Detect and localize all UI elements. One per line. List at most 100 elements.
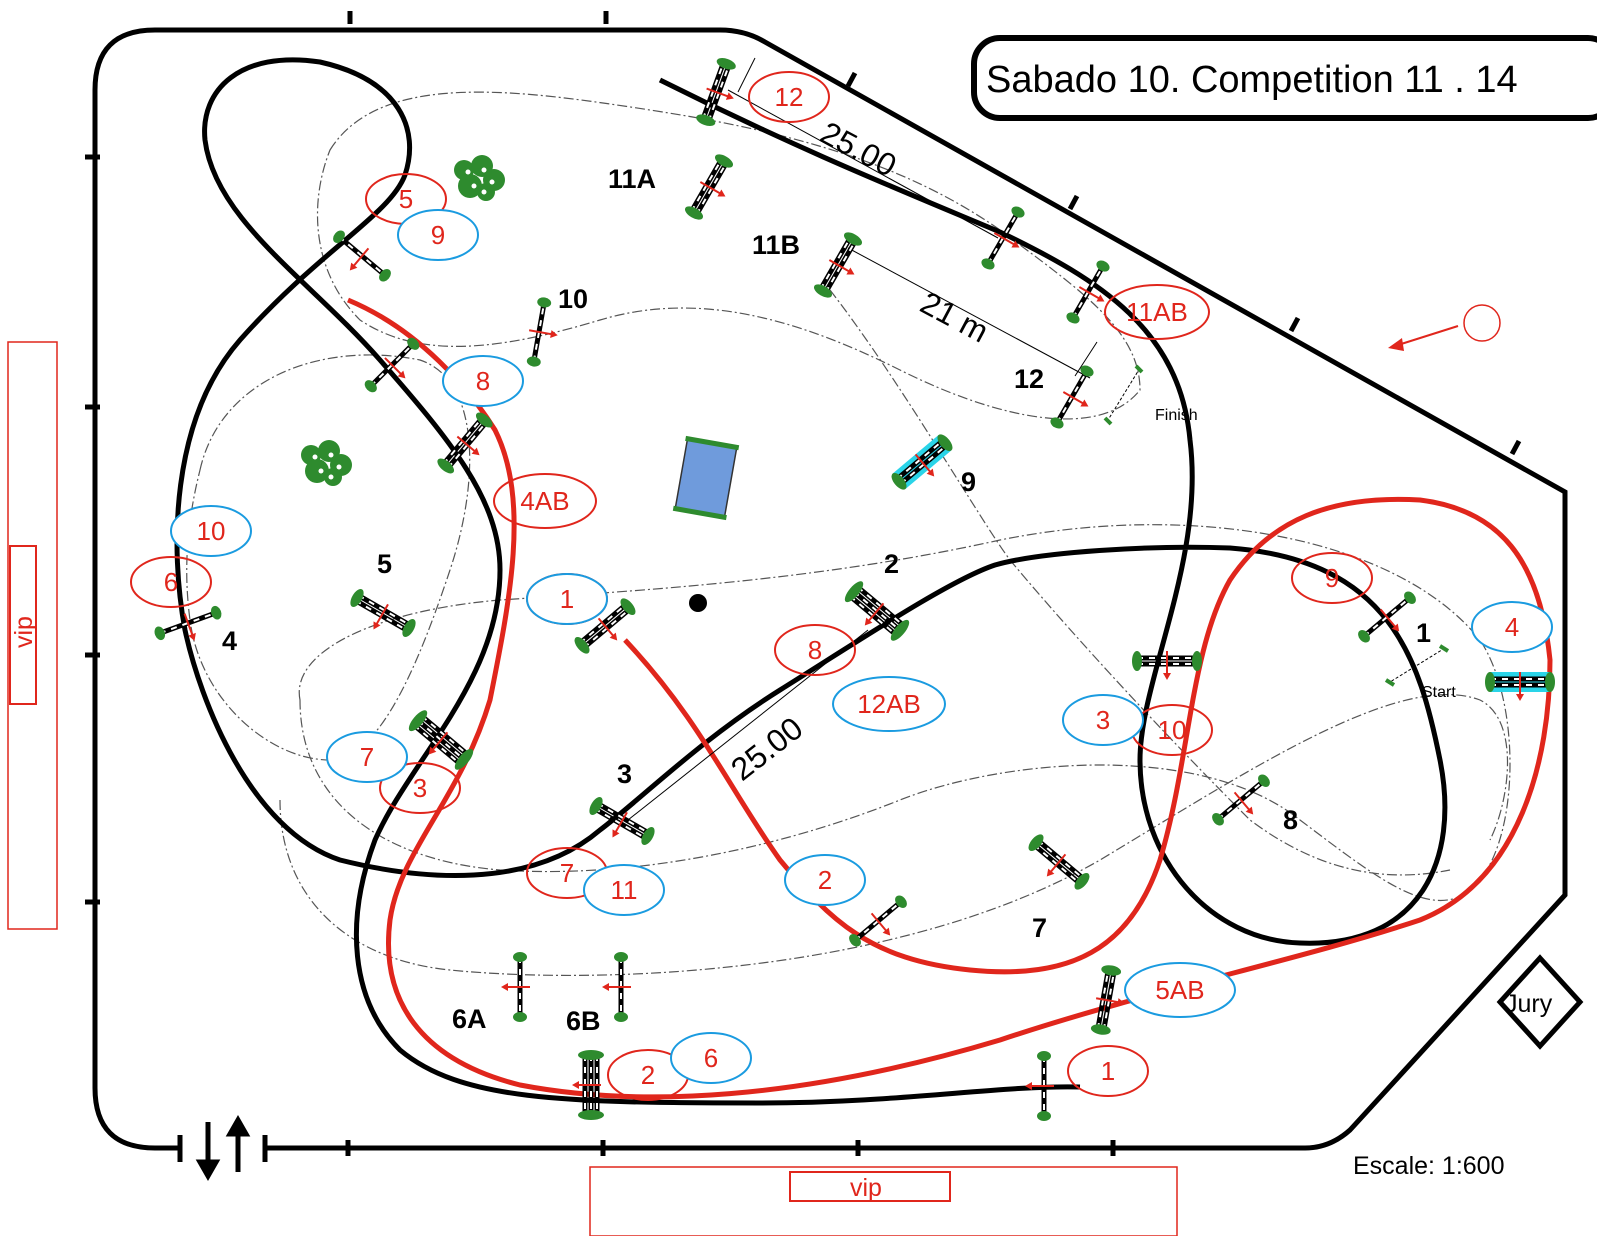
svg-text:1: 1 bbox=[560, 584, 574, 614]
red-circle-marker: 6 bbox=[130, 556, 212, 608]
obstacle-jump bbox=[849, 895, 907, 947]
obstacle-jump bbox=[333, 230, 391, 282]
svg-text:3: 3 bbox=[413, 773, 427, 803]
blue-circle-marker: 1 bbox=[526, 573, 608, 625]
obstacle-jump bbox=[891, 434, 953, 490]
obstacle-jump bbox=[1050, 365, 1094, 429]
obstacle-jump bbox=[1485, 672, 1555, 701]
obstacle-jump bbox=[364, 337, 420, 393]
title-box bbox=[971, 35, 1597, 121]
svg-text:10: 10 bbox=[197, 516, 226, 546]
obstacle-number: 6B bbox=[566, 1006, 601, 1036]
obstacle-number: 12 bbox=[1014, 364, 1044, 394]
obstacle-number: 10 bbox=[558, 284, 588, 314]
obstacles bbox=[154, 57, 1555, 1121]
svg-text:10: 10 bbox=[1158, 715, 1187, 745]
obstacle-number: 11A bbox=[608, 164, 656, 194]
finish-flags bbox=[1103, 364, 1144, 426]
distance-lines bbox=[627, 57, 1098, 821]
obstacle-number: 7 bbox=[1032, 913, 1047, 943]
obstacle-jump bbox=[1028, 834, 1090, 890]
vip-label-box-bottom bbox=[789, 1171, 951, 1202]
obstacle-jump bbox=[1090, 965, 1125, 1035]
svg-text:5: 5 bbox=[399, 184, 413, 214]
obstacle-jump bbox=[350, 588, 416, 638]
vip-label-left: vip bbox=[10, 616, 38, 648]
svg-text:2: 2 bbox=[818, 865, 832, 895]
water-pool bbox=[672, 435, 740, 521]
compass-arrow-head bbox=[1388, 338, 1404, 351]
svg-text:8: 8 bbox=[808, 635, 822, 665]
blue-circle-marker: 11 bbox=[583, 864, 665, 916]
scale-label: Escale: 1:600 bbox=[1353, 1152, 1505, 1180]
centre-point bbox=[689, 594, 707, 612]
obstacle-jump bbox=[501, 952, 530, 1022]
blue-circle-marker: 4 bbox=[1471, 601, 1553, 653]
finish-label: Finish bbox=[1155, 407, 1198, 424]
obstacle-number: 4 bbox=[222, 626, 237, 656]
obstacle-number: 8 bbox=[1283, 805, 1298, 835]
blue-circle-marker: 3 bbox=[1062, 694, 1144, 746]
svg-text:2: 2 bbox=[641, 1060, 655, 1090]
course-line-red bbox=[347, 297, 1553, 1100]
obstacle-jump bbox=[1132, 651, 1202, 680]
red-circle-marker: 8 bbox=[774, 624, 856, 676]
svg-text:11AB: 11AB bbox=[1126, 297, 1188, 327]
obstacle-jump bbox=[696, 57, 736, 127]
red-circle-marker: 12 bbox=[748, 71, 830, 123]
obstacle-jump bbox=[574, 598, 636, 654]
shrub-icon bbox=[301, 440, 352, 486]
blue-circle-marker: 9 bbox=[397, 209, 479, 261]
svg-text:1: 1 bbox=[1101, 1056, 1115, 1086]
shrub-icon bbox=[454, 155, 505, 201]
blue-circle-marker: 2 bbox=[784, 854, 866, 906]
red-circle-marker: 4AB bbox=[493, 473, 597, 529]
svg-text:7: 7 bbox=[360, 742, 374, 772]
svg-text:6: 6 bbox=[704, 1043, 718, 1073]
obstacle-jump bbox=[154, 605, 222, 641]
blue-circle-marker: 8 bbox=[442, 355, 524, 407]
svg-text:12AB: 12AB bbox=[857, 689, 921, 719]
blue-circle-marker: 5AB bbox=[1124, 962, 1236, 1018]
svg-text:12: 12 bbox=[775, 82, 804, 112]
obstacle-jump bbox=[1212, 774, 1270, 826]
jury-box bbox=[1496, 954, 1584, 1050]
svg-text:4: 4 bbox=[1505, 612, 1519, 642]
vip-label-box-left bbox=[9, 545, 37, 705]
blue-circle-marker: 7 bbox=[326, 731, 408, 783]
course-line-black bbox=[174, 57, 1448, 1106]
svg-text:6: 6 bbox=[164, 567, 178, 597]
obstacle-jump bbox=[437, 412, 493, 474]
obstacle-jump bbox=[1358, 591, 1416, 643]
obstacle-number: 3 bbox=[617, 759, 632, 789]
obstacle-jump bbox=[526, 297, 558, 367]
obstacle-jump bbox=[684, 154, 734, 220]
red-circle-marker: 9 bbox=[1291, 552, 1373, 604]
vip-area-bottom bbox=[589, 1166, 1178, 1236]
obstacle-jump bbox=[844, 581, 910, 641]
obstacle-jump bbox=[572, 1050, 604, 1120]
page-title: Sabado 10. Competition 11 . 14 bbox=[986, 59, 1518, 101]
fence-ticks bbox=[85, 11, 1522, 1162]
svg-text:5AB: 5AB bbox=[1155, 975, 1204, 1005]
blue-circle-marker: 12AB bbox=[832, 676, 946, 732]
vip-area-left bbox=[7, 341, 58, 930]
svg-text:9: 9 bbox=[1325, 563, 1339, 593]
obstacle-number: 5 bbox=[377, 549, 392, 579]
obstacle-jump bbox=[602, 952, 631, 1022]
red-circle-marker: 1 bbox=[1067, 1045, 1149, 1097]
obstacle-number: 2 bbox=[884, 549, 899, 579]
obstacle-jump bbox=[981, 206, 1025, 270]
compass-circle bbox=[1463, 304, 1501, 342]
svg-text:7: 7 bbox=[560, 858, 574, 888]
obstacle-number: 6A bbox=[452, 1004, 487, 1034]
obstacle-number: 9 bbox=[961, 467, 976, 497]
obstacle-jump bbox=[589, 796, 655, 846]
svg-text:11: 11 bbox=[611, 875, 638, 905]
distance-label: 21 m bbox=[915, 284, 995, 349]
arena-fence bbox=[92, 27, 1568, 1151]
start-label: Start bbox=[1422, 684, 1456, 701]
obstacle-jump bbox=[1066, 260, 1110, 324]
obstacle-jump bbox=[1025, 1051, 1054, 1121]
